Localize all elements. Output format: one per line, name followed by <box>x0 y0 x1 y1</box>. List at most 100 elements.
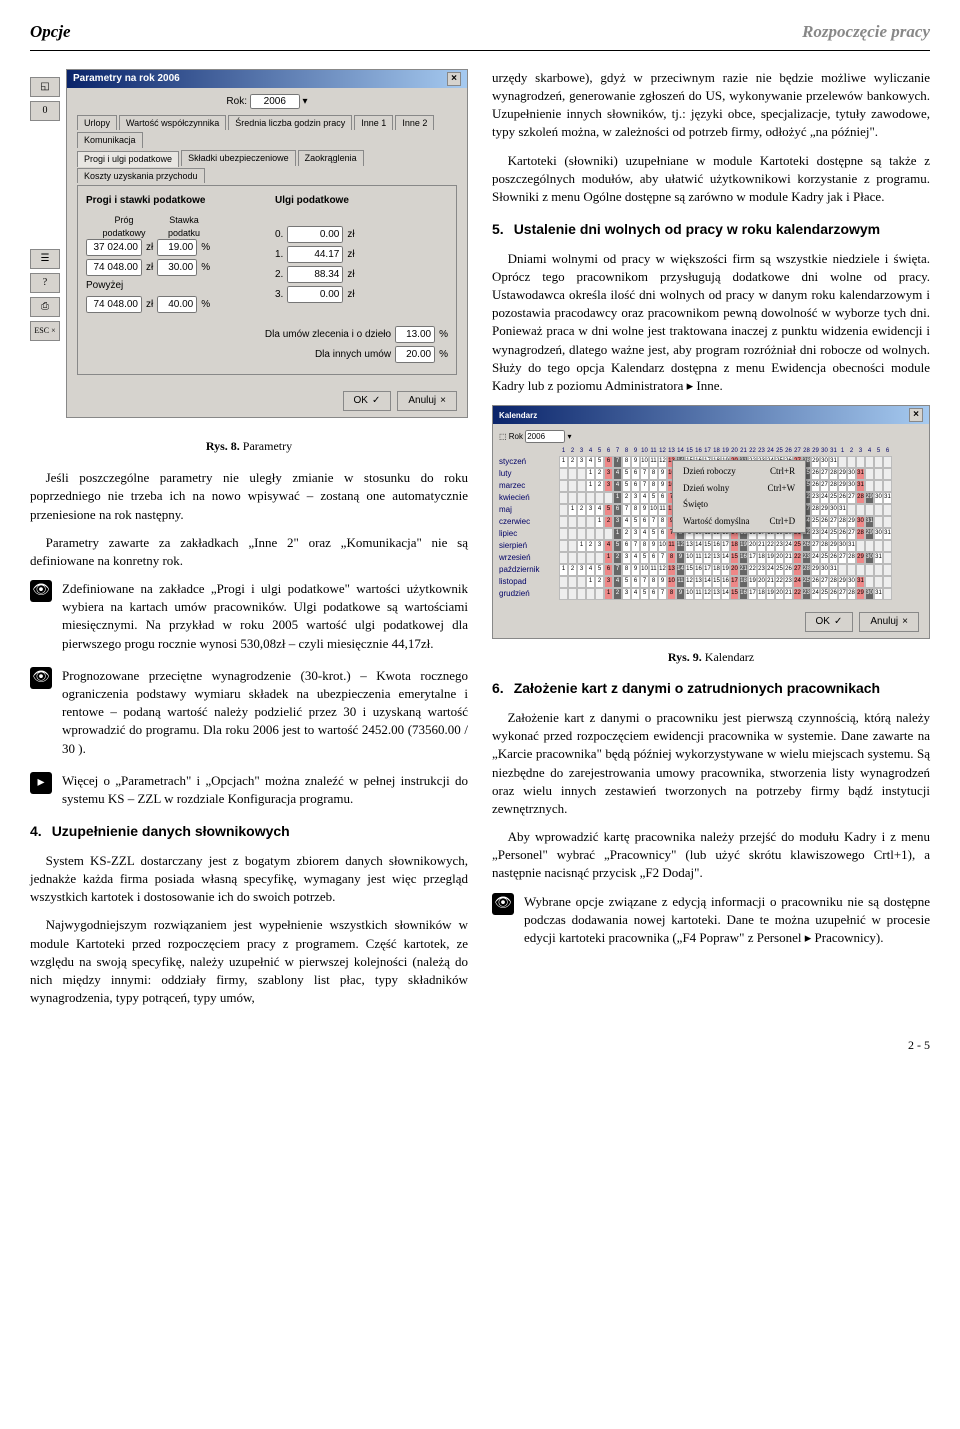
tab-urlopy[interactable]: Urlopy <box>77 115 117 131</box>
colh-rate: Stawka podatku <box>156 214 212 239</box>
other-label: Dla innych umów <box>315 348 391 362</box>
sec4-num: 4. <box>30 822 42 842</box>
relief-u-0: zł <box>347 228 354 242</box>
para6a: Założenie kart z danymi o pracowniku jes… <box>492 709 930 818</box>
page-number: 2 - 5 <box>30 1037 930 1054</box>
tab-zaokraglenia[interactable]: Zaokrąglenia <box>298 150 364 166</box>
dialog-left-toolbar: ◱ 0 ☰ ? ⎙ ESC × <box>30 77 60 341</box>
para-right1: urzędy skarbowe), gdyż w przeciwnym razi… <box>492 69 930 142</box>
relief-1[interactable] <box>287 246 343 263</box>
cal-title: Kalendarz <box>499 410 537 421</box>
toolbar-btn-esc[interactable]: ESC × <box>30 321 60 341</box>
para2: Parametry zawarte za zakładkach „Inne 2"… <box>30 534 468 570</box>
ok-button[interactable]: OK ✓ <box>343 391 392 411</box>
tabs-row-2: Progi i ulgi podatkowe Składki ubezpiecz… <box>77 150 457 183</box>
toolbar-btn-4[interactable]: ⎙ <box>30 297 60 317</box>
contract-label: Dla umów zlecenia i o dzieło <box>265 328 391 342</box>
relief-3[interactable] <box>287 286 343 303</box>
relief-n-2: 2. <box>275 268 283 282</box>
sec5-title: Ustalenie dni wolnych od pracy w roku ka… <box>514 220 880 240</box>
tab-inne2[interactable]: Inne 2 <box>395 115 434 131</box>
unit-3: zł <box>146 298 153 312</box>
eye-icon: 👁 <box>492 893 514 915</box>
menu-item-swieto[interactable]: Święto <box>675 496 803 513</box>
sec5-num: 5. <box>492 220 504 240</box>
tab-srednia[interactable]: Średnia liczba godzin pracy <box>228 115 352 131</box>
colh-threshold: Próg podatkowy <box>96 214 152 239</box>
tab-skladki[interactable]: Składki ubezpieczeniowe <box>181 150 296 166</box>
relief-0[interactable] <box>287 226 343 243</box>
relief-u-2: zł <box>347 268 354 282</box>
sec6-num: 6. <box>492 679 504 699</box>
toolbar-btn-1[interactable]: 0 <box>30 101 60 121</box>
relief-2[interactable] <box>287 266 343 283</box>
para5a: Dniami wolnymi od pracy w większości fir… <box>492 250 930 396</box>
tabs-row-1: Urlopy Wartość współczynnika Średnia lic… <box>77 115 457 148</box>
para4a: System KS-ZZL dostarczany jest z bogatym… <box>30 852 468 907</box>
calendar-context-menu: Dzień roboczyCtrl+R Dzień wolnyCtrl+W Św… <box>672 460 806 532</box>
note3: Więcej o „Parametrach" i „Opcjach" można… <box>62 772 468 808</box>
close-icon[interactable]: × <box>447 72 461 86</box>
sec4-title: Uzupełnienie danych słownikowych <box>52 822 290 842</box>
threshold-3[interactable] <box>86 296 142 313</box>
rate-3[interactable] <box>157 296 197 313</box>
contract-value[interactable] <box>395 326 435 343</box>
header-left: Opcje <box>30 20 71 44</box>
toolbar-btn-3[interactable]: ? <box>30 273 60 293</box>
threshold-1[interactable] <box>86 239 142 256</box>
tab-komunikacja[interactable]: Komunikacja <box>77 132 143 148</box>
dialog-title: Parametry na rok 2006 <box>73 72 180 86</box>
relief-n-0: 0. <box>275 228 283 242</box>
cancel-button[interactable]: Anuluj × <box>397 391 457 411</box>
para-right2: Kartoteki (słowniki) uzupełniane w modul… <box>492 152 930 207</box>
para6b: Aby wprowadzić kartę pracownika należy p… <box>492 828 930 883</box>
para4b: Najwygodniejszym rozwiązaniem jest wypeł… <box>30 916 468 1007</box>
tab-wartosc[interactable]: Wartość współczynnika <box>119 115 226 131</box>
relief-u-3: zł <box>347 288 354 302</box>
rate-1[interactable] <box>157 239 197 256</box>
parametry-dialog: Parametry na rok 2006 × Rok: ▾ Urlopy Wa… <box>66 69 468 419</box>
tab-koszty[interactable]: Koszty uzyskania przychodu <box>77 168 205 184</box>
unit-2: zł <box>146 261 153 275</box>
rate-2[interactable] <box>157 259 197 276</box>
note2: Prognozowane przeciętne wynagrodzenie (3… <box>62 667 468 758</box>
cal-year[interactable] <box>525 430 565 443</box>
year-label: Rok: <box>226 96 247 107</box>
eye-icon: 👁 <box>30 580 52 602</box>
note1: Zdefiniowane na zakładce „Progi i ulgi p… <box>62 580 468 653</box>
tab-inne1[interactable]: Inne 1 <box>354 115 393 131</box>
other-value[interactable] <box>395 346 435 363</box>
caption2-text: Kalendarz <box>705 650 754 664</box>
toolbar-btn-0[interactable]: ◱ <box>30 77 60 97</box>
caption1-prefix: Rys. 8. <box>206 439 240 453</box>
pct-3: % <box>201 298 210 312</box>
sec6-title: Założenie kart z danymi o zatrudnionych … <box>514 679 880 699</box>
menu-item-domyslna[interactable]: Wartość domyślnaCtrl+D <box>675 513 803 530</box>
note4: Wybrane opcje związane z edycją informac… <box>524 893 930 948</box>
tab-progi[interactable]: Progi i ulgi podatkowe <box>77 151 179 167</box>
cal-cancel-button[interactable]: Anuluj × <box>859 612 919 632</box>
caption1-text: Parametry <box>243 439 292 453</box>
pct-1: % <box>201 241 210 255</box>
group-left-title: Progi i stawki podatkowe <box>86 194 259 208</box>
threshold-2[interactable] <box>86 259 142 276</box>
relief-n-3: 3. <box>275 288 283 302</box>
pct-2: % <box>201 261 210 275</box>
menu-item-wolny[interactable]: Dzień wolnyCtrl+W <box>675 480 803 497</box>
arrow-icon: ▸ <box>30 772 52 794</box>
cal-ok-button[interactable]: OK ✓ <box>805 612 854 632</box>
toolbar-btn-2[interactable]: ☰ <box>30 249 60 269</box>
cal-close-icon[interactable]: × <box>909 408 923 422</box>
header-rule <box>30 50 930 51</box>
year-input[interactable] <box>250 94 300 109</box>
para1: Jeśli poszczególne parametry nie uległy … <box>30 469 468 524</box>
eye-icon: 👁 <box>30 667 52 689</box>
group-right-title: Ulgi podatkowe <box>275 194 448 208</box>
menu-item-roboczy[interactable]: Dzień roboczyCtrl+R <box>675 463 803 480</box>
header-right: Rozpoczęcie pracy <box>802 20 930 44</box>
caption2-prefix: Rys. 9. <box>668 650 702 664</box>
contract-pct: % <box>439 328 448 342</box>
above-label: Powyżej <box>86 279 123 293</box>
relief-u-1: zł <box>347 248 354 262</box>
relief-n-1: 1. <box>275 248 283 262</box>
